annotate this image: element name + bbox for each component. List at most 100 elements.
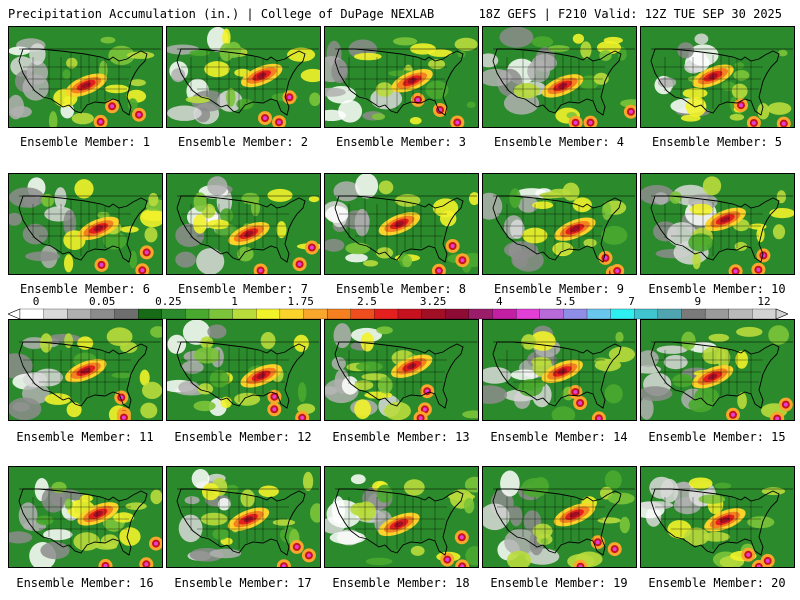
dry-area bbox=[331, 59, 348, 84]
precip-area bbox=[428, 59, 446, 70]
country-outline bbox=[492, 488, 622, 556]
precip-area bbox=[757, 103, 770, 120]
heavy-precip-band bbox=[243, 516, 254, 523]
tropical-precip bbox=[612, 547, 617, 552]
precip-area bbox=[735, 350, 748, 369]
precip-map bbox=[325, 467, 478, 567]
tropical-precip bbox=[137, 112, 141, 117]
precip-area bbox=[64, 254, 74, 273]
tropical-precip bbox=[121, 415, 126, 420]
precip-area bbox=[688, 477, 713, 489]
colorbar-swatch bbox=[634, 308, 659, 320]
dry-area bbox=[25, 251, 61, 262]
heavy-precip-band bbox=[557, 82, 568, 89]
precip-area bbox=[737, 392, 747, 410]
precip-area bbox=[615, 331, 624, 343]
precip-area bbox=[708, 333, 730, 342]
dry-area bbox=[483, 367, 512, 384]
precip-area bbox=[466, 101, 476, 109]
colorbar-swatch bbox=[232, 308, 257, 320]
heavy-precip-band bbox=[720, 216, 731, 223]
precip-map bbox=[325, 174, 478, 274]
ensemble-map-panel bbox=[166, 319, 321, 421]
precip-map bbox=[483, 174, 636, 274]
ensemble-member-label: Ensemble Member: 20 bbox=[648, 576, 786, 590]
precip-area bbox=[193, 214, 207, 234]
dry-area bbox=[29, 43, 46, 65]
dry-area bbox=[184, 496, 200, 505]
tropical-precip bbox=[733, 269, 738, 274]
precip-area bbox=[189, 49, 210, 57]
precip-area bbox=[522, 227, 548, 244]
precip-area bbox=[555, 242, 572, 256]
precip-area bbox=[509, 188, 521, 208]
precip-area bbox=[64, 333, 73, 349]
tropical-precip bbox=[775, 416, 780, 420]
dry-area bbox=[483, 385, 508, 404]
precip-area bbox=[714, 482, 732, 490]
ensemble-map-panel bbox=[8, 466, 163, 568]
model-valid-time: 18Z GEFS | F210 Valid: 12Z TUE SEP 30 20… bbox=[478, 7, 782, 21]
colorbar-swatch bbox=[350, 308, 375, 320]
precip-area bbox=[767, 102, 792, 115]
precip-area bbox=[111, 372, 132, 379]
precip-area bbox=[212, 528, 229, 540]
tropical-precip bbox=[297, 262, 302, 267]
precip-area bbox=[356, 361, 383, 372]
country-outline bbox=[176, 195, 306, 263]
precip-area bbox=[204, 61, 230, 78]
dry-area bbox=[22, 223, 48, 245]
colorbar-swatch bbox=[67, 308, 92, 320]
precip-area bbox=[531, 36, 554, 48]
dry-area bbox=[641, 386, 673, 402]
colorbar-swatch bbox=[445, 308, 470, 320]
colorbar-tick-label: 1 bbox=[231, 295, 238, 308]
precip-area bbox=[469, 192, 478, 206]
precip-area bbox=[66, 402, 82, 418]
heavy-precip-band bbox=[81, 367, 91, 374]
precip-area bbox=[95, 542, 118, 550]
precip-area bbox=[365, 557, 393, 566]
precip-map bbox=[641, 467, 794, 567]
tropical-precip bbox=[595, 540, 600, 545]
precip-area bbox=[692, 251, 701, 270]
dry-area bbox=[9, 531, 33, 544]
precip-area bbox=[140, 402, 158, 419]
dry-area bbox=[33, 368, 63, 387]
dry-area bbox=[499, 27, 534, 48]
precip-area bbox=[222, 28, 231, 48]
precip-area bbox=[604, 384, 623, 404]
precip-area bbox=[532, 523, 553, 539]
colorbar-min-arrow bbox=[8, 308, 21, 320]
precip-area bbox=[518, 379, 543, 397]
ensemble-member-label: Ensemble Member: 13 bbox=[332, 430, 470, 444]
precip-area bbox=[144, 227, 158, 243]
precip-map bbox=[9, 467, 162, 567]
dry-area bbox=[9, 212, 22, 226]
dry-area bbox=[354, 208, 370, 237]
tropical-precip bbox=[415, 97, 420, 102]
boundary-lines bbox=[176, 48, 319, 116]
precip-map bbox=[641, 174, 794, 274]
dry-area bbox=[171, 68, 186, 83]
heavy-precip-band bbox=[244, 230, 254, 237]
ensemble-member-label: Ensemble Member: 12 bbox=[174, 430, 312, 444]
precip-area bbox=[690, 203, 713, 216]
precip-area bbox=[287, 47, 316, 62]
dry-area bbox=[341, 376, 359, 395]
ensemble-map-panel bbox=[640, 319, 795, 421]
dry-area bbox=[43, 529, 73, 541]
boundary-lines bbox=[650, 341, 793, 409]
precip-map bbox=[325, 320, 478, 420]
ensemble-map-panel bbox=[166, 466, 321, 568]
precip-area bbox=[356, 501, 376, 522]
precip-area bbox=[736, 326, 763, 337]
precip-area bbox=[71, 112, 94, 125]
tropical-precip bbox=[281, 564, 286, 567]
colorbar-swatch bbox=[468, 308, 493, 320]
country-outline bbox=[334, 48, 464, 116]
heavy-precip-band bbox=[81, 82, 91, 89]
precip-area bbox=[100, 36, 116, 44]
country-outline bbox=[650, 341, 780, 409]
ensemble-map-panel bbox=[482, 173, 637, 275]
